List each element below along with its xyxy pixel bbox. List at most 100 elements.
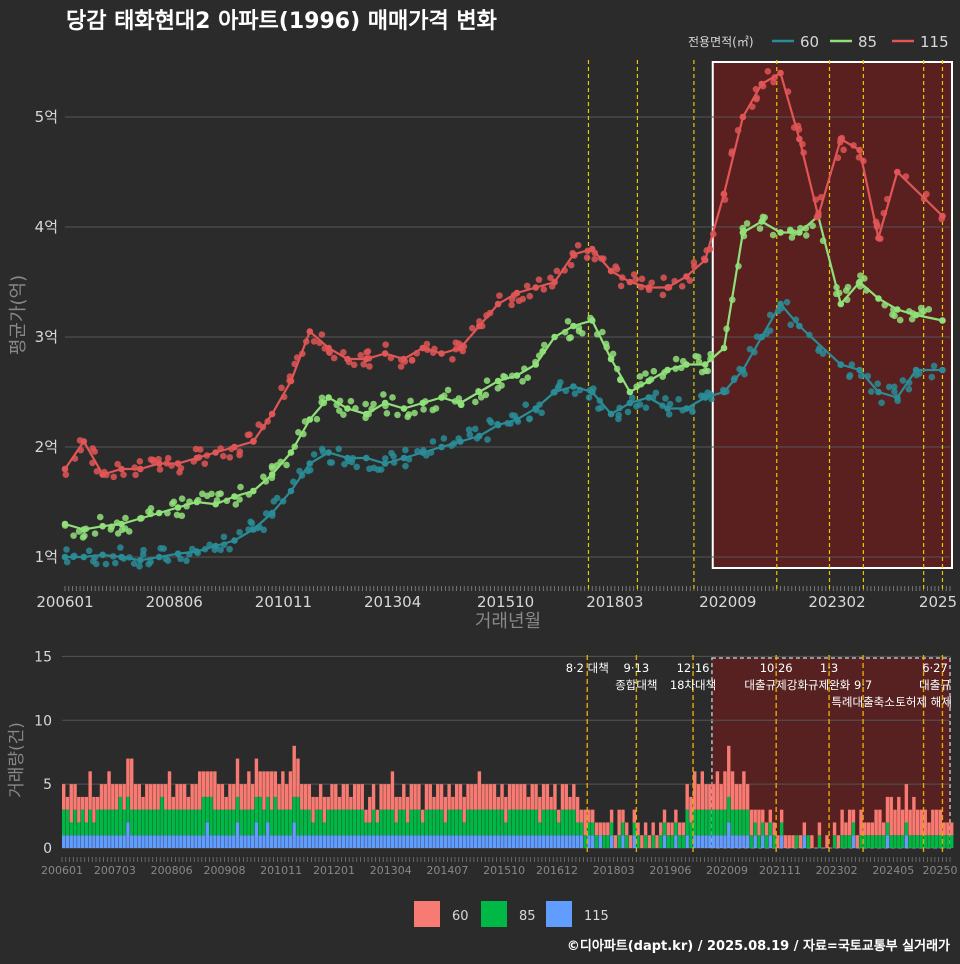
- bar-60: [579, 809, 584, 823]
- bar-85: [504, 822, 508, 836]
- series-point-115: [796, 135, 803, 143]
- bar-115: [130, 835, 134, 848]
- bar-85: [840, 835, 844, 848]
- bar-60: [243, 784, 247, 810]
- bar-115: [564, 835, 568, 848]
- scatter-point-60: [633, 403, 640, 410]
- legend-label-60: 60: [800, 33, 819, 51]
- legend-label-85: 85: [858, 33, 877, 51]
- scatter-point-85: [565, 334, 573, 342]
- scatter-point-115: [150, 458, 157, 465]
- bar-60: [919, 809, 924, 836]
- bar-60: [269, 771, 274, 810]
- scatter-point-60: [164, 557, 172, 564]
- bar-85: [175, 809, 179, 836]
- bar-115: [394, 835, 398, 848]
- scatter-point-60: [262, 510, 270, 517]
- bar-x-tick-label: 201011: [260, 864, 302, 877]
- bar-115: [209, 835, 213, 848]
- scatter-point-60: [306, 466, 314, 474]
- series-point-85: [193, 498, 201, 506]
- bar-85: [315, 809, 319, 836]
- bar-60: [383, 784, 387, 810]
- scatter-point-85: [389, 394, 396, 401]
- bar-60: [114, 784, 119, 810]
- scatter-point-115: [397, 363, 405, 370]
- scatter-point-60: [310, 451, 318, 458]
- bar-85: [950, 835, 954, 848]
- series-point-85: [513, 372, 521, 379]
- series-point-115: [664, 284, 671, 291]
- scatter-point-60: [595, 405, 602, 412]
- bar-60: [262, 771, 266, 810]
- bar-115: [511, 835, 516, 848]
- bar-85: [122, 809, 126, 836]
- series-point-115: [777, 69, 784, 77]
- bar-60: [708, 784, 712, 810]
- bar-60: [371, 784, 376, 810]
- series-point-115: [362, 355, 370, 363]
- bar-85: [893, 835, 897, 848]
- scatter-point-115: [176, 469, 183, 476]
- bar-85: [897, 835, 901, 848]
- series-point-60: [306, 460, 314, 467]
- scatter-point-60: [236, 528, 243, 536]
- scatter-point-60: [783, 298, 791, 306]
- bar-60: [591, 809, 595, 823]
- bar-115: [220, 835, 225, 848]
- series-point-115: [570, 251, 577, 258]
- bar-60: [130, 758, 134, 810]
- bar-60: [934, 809, 939, 836]
- bar-60: [564, 784, 568, 810]
- bar-60: [840, 809, 844, 836]
- bar-115: [402, 835, 406, 848]
- bar-60: [386, 784, 391, 810]
- scatter-point-85: [861, 275, 868, 282]
- bar-85: [557, 822, 561, 836]
- series-point-60: [551, 388, 558, 396]
- bar-85: [84, 822, 89, 836]
- scatter-point-85: [208, 490, 215, 498]
- bar-60: [757, 809, 761, 836]
- bar-85: [900, 835, 905, 848]
- scatter-point-115: [255, 421, 263, 428]
- bar-115: [371, 835, 376, 848]
- bar-85: [156, 809, 160, 836]
- bar-85: [386, 809, 391, 836]
- bar-60: [859, 809, 863, 836]
- scatter-point-60: [930, 362, 938, 370]
- bar-x-tick-label: 200601: [41, 864, 83, 877]
- bar-85: [568, 809, 572, 836]
- bar-85: [473, 809, 478, 836]
- scatter-point-85: [362, 400, 369, 408]
- scatter-point-60: [522, 401, 530, 408]
- bar-115: [254, 822, 259, 848]
- bar-115: [167, 835, 172, 848]
- bar-60: [893, 809, 897, 836]
- bar-60: [915, 809, 920, 836]
- bar-60: [511, 784, 516, 810]
- bar-60: [254, 758, 259, 797]
- bar-60: [247, 771, 251, 810]
- series-point-60: [457, 438, 464, 445]
- bar-115: [779, 835, 784, 848]
- series-point-60: [683, 405, 690, 412]
- bar-115: [156, 835, 160, 848]
- bar-60: [281, 771, 285, 810]
- bar-60: [507, 784, 512, 810]
- bar-panel: 0 5 10 15 거래량(건) 8·2 대책 9·13 종합대책 12·16 18차대책 10·2…: [7, 649, 958, 877]
- bar-60: [164, 784, 168, 810]
- series-point-60: [325, 449, 332, 456]
- scatter-point-85: [121, 525, 129, 532]
- bar-60: [451, 796, 455, 810]
- bar-115: [148, 835, 153, 848]
- bar-115: [553, 835, 557, 848]
- bar-115: [122, 835, 126, 848]
- bar-85: [164, 809, 168, 836]
- bar-60: [436, 784, 440, 810]
- bar-60: [258, 771, 262, 797]
- scatter-point-85: [891, 312, 898, 320]
- bar-85: [368, 822, 372, 836]
- bar-60: [723, 771, 727, 810]
- scatter-point-60: [471, 425, 479, 433]
